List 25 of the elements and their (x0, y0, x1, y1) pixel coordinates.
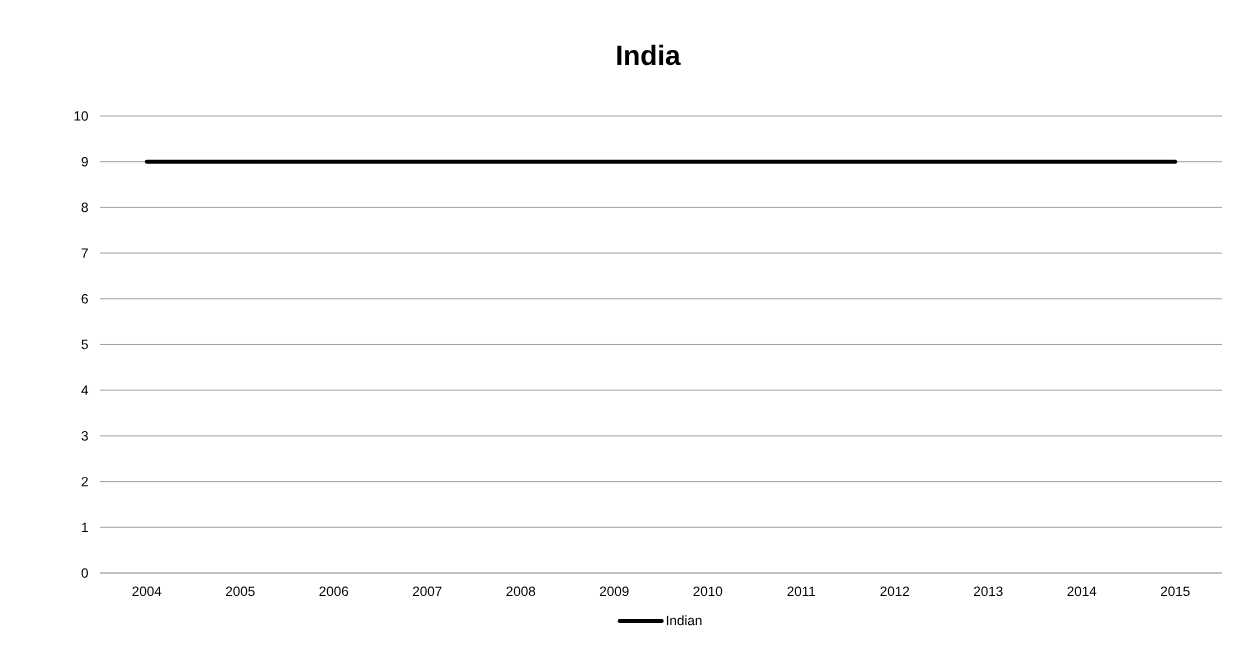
x-tick-label: 2008 (506, 586, 536, 597)
y-tick-label: 6 (81, 294, 88, 304)
y-tick-label: 9 (81, 156, 88, 167)
x-tick-label: 2014 (1067, 586, 1097, 597)
chart-title: India (617, 44, 681, 66)
y-tick-label: 8 (81, 202, 88, 213)
y-tick-label: 0 (81, 568, 88, 578)
x-tick-label: 2013 (973, 586, 1003, 597)
y-tick-label: 3 (81, 431, 88, 441)
x-tick-label: 2015 (1160, 586, 1190, 597)
x-tick-label: 2005 (225, 586, 255, 597)
x-tick-label: 2010 (693, 586, 723, 597)
x-tick-label: 2011 (787, 586, 816, 597)
x-tick-label: 2009 (599, 586, 629, 597)
y-tick-label: 2 (81, 476, 88, 487)
legend-label: Indian (666, 615, 702, 626)
y-tick-label: 7 (81, 248, 88, 258)
x-tick-label: 2006 (319, 586, 349, 597)
y-tick-label: 10 (74, 111, 88, 121)
x-tick-label: 2012 (880, 586, 910, 597)
y-tick-label: 4 (81, 385, 89, 395)
y-tick-label: 5 (81, 339, 88, 350)
y-tick-label: 1 (82, 522, 88, 532)
x-tick-label: 2004 (132, 586, 162, 597)
x-tick-label: 2007 (412, 586, 442, 597)
